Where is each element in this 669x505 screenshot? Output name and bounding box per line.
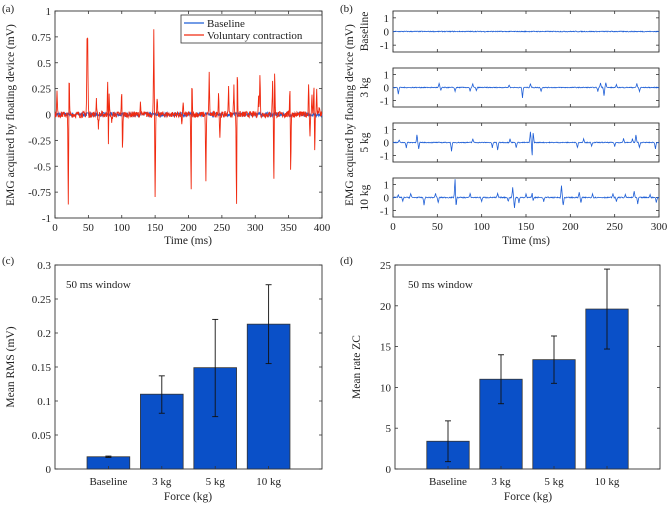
x-tick-label-b4: 100: [473, 221, 490, 233]
category-label-c: 5 kg: [206, 476, 226, 488]
y-tick-label-a: -0.25: [28, 135, 51, 147]
y-tick-label-b4: 0: [384, 193, 390, 205]
x-tick-label-a: 0: [52, 222, 58, 234]
panel-tag-b: (b): [340, 3, 353, 15]
y-tick-label-a: 1: [46, 6, 52, 18]
y-tick-label-d: 5: [386, 423, 392, 435]
y-tick-label-a: -0.5: [34, 161, 52, 173]
y-tick-label-b3: 0: [384, 138, 390, 150]
category-label-d: 3 kg: [491, 476, 511, 488]
annotation-d: 50 ms window: [408, 279, 473, 291]
y-tick-label-b2: -1: [380, 96, 389, 108]
panel-tag-d: (d): [340, 255, 353, 267]
series-line-voluntary-contraction: [54, 29, 323, 205]
y-tick-label-b1: -1: [380, 40, 389, 52]
legend-box: [180, 14, 323, 44]
y-tick-label-a: -1: [42, 213, 51, 225]
x-axis-label-c: Force (kg): [164, 491, 212, 503]
panel-tag-c: (c): [2, 255, 15, 267]
y-axis-label-a: EMG acquired by floating device (mV): [5, 24, 17, 206]
panel-label-b2: 3 kg: [359, 77, 371, 97]
y-tick-label-c: 0.2: [37, 328, 51, 340]
legend-label: Voluntary contraction: [207, 30, 303, 42]
y-tick-label-c: 0.1: [37, 396, 51, 408]
axes-box-d: [394, 264, 661, 470]
y-tick-label-d: 25: [380, 260, 392, 272]
category-label-d: Baseline: [429, 476, 467, 488]
x-tick-label-b4: 250: [606, 221, 623, 233]
y-tick-label-a: 0: [46, 110, 52, 122]
y-tick-label-c: 0: [46, 464, 52, 476]
x-tick-label-b4: 300: [651, 221, 668, 233]
x-tick-label-a: 300: [247, 222, 264, 234]
y-tick-label-a: -0.75: [28, 187, 51, 199]
x-tick-label-b4: 50: [432, 221, 444, 233]
x-axis-label-d: Force (kg): [504, 491, 552, 503]
panel-label-b4: 10 kg: [359, 184, 371, 210]
x-tick-label-b4: 200: [562, 221, 579, 233]
category-label-c: 3 kg: [152, 476, 172, 488]
annotation-c: 50 ms window: [66, 279, 131, 291]
x-tick-label-a: 150: [147, 222, 164, 234]
y-tick-label-b4: -1: [380, 206, 389, 218]
panel-label-b3: 5 kg: [359, 132, 371, 152]
y-axis-label-b: EMG acquired by floating device (mV): [344, 24, 356, 206]
category-label-c: 10 kg: [256, 476, 281, 488]
category-label-d: 10 kg: [595, 476, 620, 488]
x-tick-label-b4: 150: [518, 221, 535, 233]
y-tick-label-a: 0.75: [32, 32, 52, 44]
x-tick-label-a: 100: [114, 222, 131, 234]
series-line-10kg: [392, 179, 660, 208]
x-tick-label-b4: 0: [390, 221, 396, 233]
series-line-3kg: [392, 81, 660, 99]
y-tick-label-b2: 0: [384, 83, 390, 95]
y-tick-label-b4: 1: [384, 180, 390, 192]
y-tick-label-c: 0.05: [32, 430, 52, 442]
y-axis-label-d: Mean rate ZC: [351, 335, 363, 399]
y-tick-label-d: 0: [386, 464, 392, 476]
category-label-c: Baseline: [89, 476, 127, 488]
y-tick-label-b3: -1: [380, 151, 389, 163]
y-tick-label-d: 20: [380, 301, 392, 313]
y-tick-label-c: 0.25: [32, 294, 52, 306]
y-tick-label-d: 10: [380, 382, 392, 394]
x-tick-label-a: 250: [214, 222, 231, 234]
y-tick-label-b2: 1: [384, 70, 390, 82]
y-tick-label-b1: 1: [384, 13, 390, 25]
x-tick-label-a: 50: [83, 222, 95, 234]
y-tick-label-b3: 1: [384, 125, 390, 137]
series-line-5kg: [392, 131, 660, 156]
panel-label-b1: Baseline: [359, 12, 371, 52]
x-axis-label-b: Time (ms): [502, 235, 550, 247]
bar-d: [479, 378, 523, 470]
x-tick-label-a: 200: [180, 222, 197, 234]
y-tick-label-c: 0.15: [32, 362, 52, 374]
y-tick-label-c: 0.3: [37, 260, 51, 272]
y-tick-label-b1: 0: [384, 27, 390, 39]
series-line-baseline: [392, 30, 660, 33]
panel-tag-a: (a): [2, 3, 15, 15]
legend-label: Baseline: [207, 18, 245, 30]
y-tick-label-a: 0.5: [37, 58, 51, 70]
y-tick-label-d: 15: [380, 342, 392, 354]
y-axis-label-c: Mean RMS (mV): [5, 326, 17, 407]
x-tick-label-a: 350: [280, 222, 297, 234]
x-axis-label-a: Time (ms): [164, 235, 212, 247]
x-tick-label-a: 400: [314, 222, 331, 234]
category-label-d: 5 kg: [544, 476, 564, 488]
y-tick-label-a: 0.25: [32, 84, 52, 96]
